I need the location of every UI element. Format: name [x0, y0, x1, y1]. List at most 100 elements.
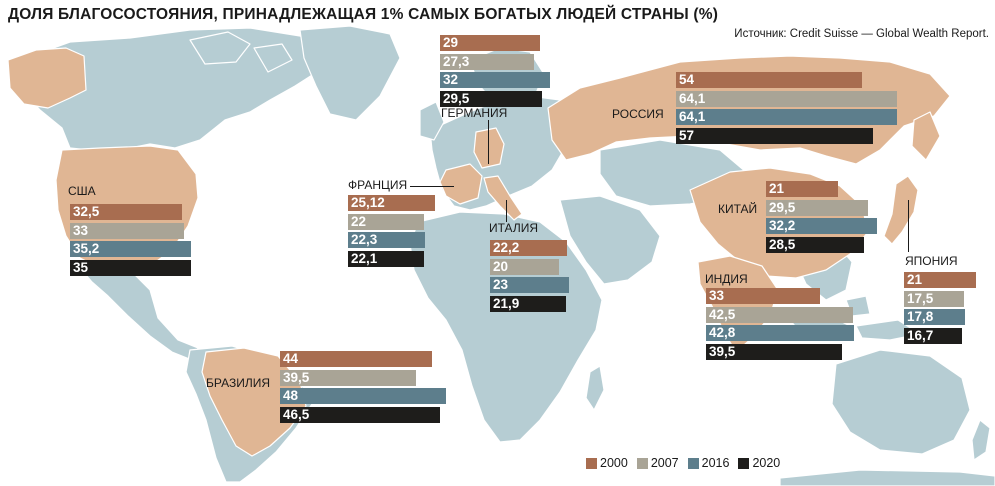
bars-japan: 21 17,5 17,8 16,7: [904, 272, 976, 346]
bar-russia-2007: 64,1: [676, 90, 897, 107]
bar-france-2020: 22,1: [348, 250, 424, 267]
landmass-new-zealand: [971, 419, 991, 461]
country-france: [439, 163, 483, 205]
bar-value-label: 64,1: [679, 90, 706, 106]
bars-india: 33 42,5 42,8 39,5: [706, 288, 854, 362]
bar-china-2020: 28,5: [766, 236, 864, 253]
bar-value-label: 22,2: [493, 240, 520, 255]
bar-value-label: 32,5: [73, 204, 100, 219]
legend-item-2020: 2020: [738, 456, 780, 470]
bar-japan-2000: 21: [904, 272, 976, 288]
bars-usa: 32,5 33 35,2 35: [70, 204, 191, 278]
legend-item-2007: 2007: [636, 456, 679, 470]
bar-value-label: 22,3: [351, 232, 378, 247]
bar-value-label: 29: [443, 35, 459, 50]
bar-india-2007: 42,5: [706, 306, 853, 323]
bar-value-label: 16,7: [907, 327, 934, 343]
bar-italy-2016: 23: [490, 277, 569, 293]
bar-value-label: 28,5: [769, 236, 796, 252]
bar-india-2000: 33: [706, 288, 820, 304]
bar-value-label: 33: [709, 288, 725, 303]
bar-value-label: 35,2: [73, 241, 100, 256]
bar-value-label: 21,9: [493, 295, 520, 311]
bar-value-label: 46,5: [283, 406, 310, 422]
bar-value-label: 21: [907, 272, 923, 287]
bar-china-2007: 29,5: [766, 199, 868, 216]
bar-brazil-2020: 46,5: [280, 406, 440, 423]
bar-japan-2020: 16,7: [904, 327, 962, 344]
pointer-germany: [488, 120, 489, 164]
bar-italy-2020: 21,9: [490, 295, 566, 312]
label-japan: ЯПОНИЯ: [905, 254, 958, 268]
bars-france: 25,12 22 22,3 22,1: [348, 195, 435, 269]
bar-value-label: 29,5: [769, 199, 796, 215]
bar-value-label: 33: [73, 222, 89, 238]
landmass-australia: [831, 349, 971, 455]
legend-swatch: [738, 457, 750, 469]
label-italy: ИТАЛИЯ: [489, 221, 538, 235]
bar-japan-2007: 17,5: [904, 290, 964, 307]
bar-value-label: 27,3: [443, 53, 470, 69]
bar-value-label: 17,5: [907, 290, 934, 306]
landmass-canada: [19, 27, 331, 151]
bar-value-label: 64,1: [679, 109, 706, 124]
legend-label: 2000: [600, 456, 628, 470]
bar-usa-2000: 32,5: [70, 204, 182, 220]
country-japan: [883, 175, 919, 245]
bar-value-label: 32,2: [769, 218, 796, 233]
bar-brazil-2000: 44: [280, 351, 432, 367]
label-china: КИТАЙ: [718, 202, 758, 216]
landmass-central-america: [79, 267, 199, 361]
bar-russia-2020: 57: [676, 127, 873, 144]
legend-swatch: [586, 457, 597, 469]
bar-value-label: 54: [679, 72, 695, 87]
pointer-italy: [506, 200, 507, 222]
landmass-middle-east: [559, 195, 661, 285]
chart-title: ДОЛЯ БЛАГОСОСТОЯНИЯ, ПРИНАДЛЕЖАЩАЯ 1% СА…: [8, 6, 719, 23]
bar-value-label: 39,5: [283, 369, 310, 385]
bar-value-label: 42,5: [709, 306, 736, 322]
landmass-greenland: [299, 25, 401, 121]
bar-value-label: 32: [443, 72, 459, 87]
bar-value-label: 22,1: [351, 250, 378, 266]
landmass-uk: [419, 101, 445, 141]
bars-brazil: 44 39,5 48 46,5: [280, 351, 446, 425]
bar-germany-2020: 29,5: [440, 90, 542, 107]
label-india: ИНДИЯ: [705, 272, 748, 286]
pointer-france: [410, 186, 454, 187]
country-germany: [473, 127, 505, 169]
bar-china-2016: 32,2: [766, 218, 877, 234]
legend: 2000 2007 2016 2020: [586, 456, 780, 470]
bar-france-2007: 22: [348, 213, 424, 230]
bars-russia: 54 64,1 64,1 57: [676, 72, 897, 146]
bar-russia-2000: 54: [676, 72, 862, 88]
bar-brazil-2016: 48: [280, 388, 446, 404]
bars-germany: 29 27,3 32 29,5: [440, 35, 550, 109]
bar-italy-2007: 20: [490, 258, 559, 275]
bar-value-label: 42,8: [709, 325, 736, 340]
bar-value-label: 35: [73, 259, 89, 275]
label-usa: США: [68, 184, 96, 198]
bar-russia-2016: 64,1: [676, 109, 897, 125]
bar-value-label: 44: [283, 351, 299, 366]
bar-value-label: 20: [493, 258, 509, 274]
bar-value-label: 48: [283, 388, 299, 403]
bar-value-label: 23: [493, 277, 509, 292]
bars-italy: 22,2 20 23 21,9: [490, 240, 569, 314]
bar-germany-2000: 29: [440, 35, 540, 51]
landmass-arctic-islands: [189, 31, 293, 73]
bar-brazil-2007: 39,5: [280, 369, 416, 386]
bar-value-label: 57: [679, 127, 695, 143]
country-italy: [483, 175, 523, 221]
bar-value-label: 39,5: [709, 343, 736, 359]
bar-germany-2007: 27,3: [440, 53, 534, 70]
bar-india-2020: 39,5: [706, 343, 842, 360]
bar-japan-2016: 17,8: [904, 309, 965, 325]
legend-label: 2007: [650, 456, 679, 470]
label-germany: ГЕРМАНИЯ: [441, 106, 508, 120]
bar-value-label: 22: [351, 213, 367, 229]
label-brazil: БРАЗИЛИЯ: [206, 376, 270, 390]
country-russia-kamchatka: [911, 111, 941, 161]
bar-value-label: 17,8: [907, 309, 934, 324]
legend-item-2000: 2000: [586, 456, 628, 470]
